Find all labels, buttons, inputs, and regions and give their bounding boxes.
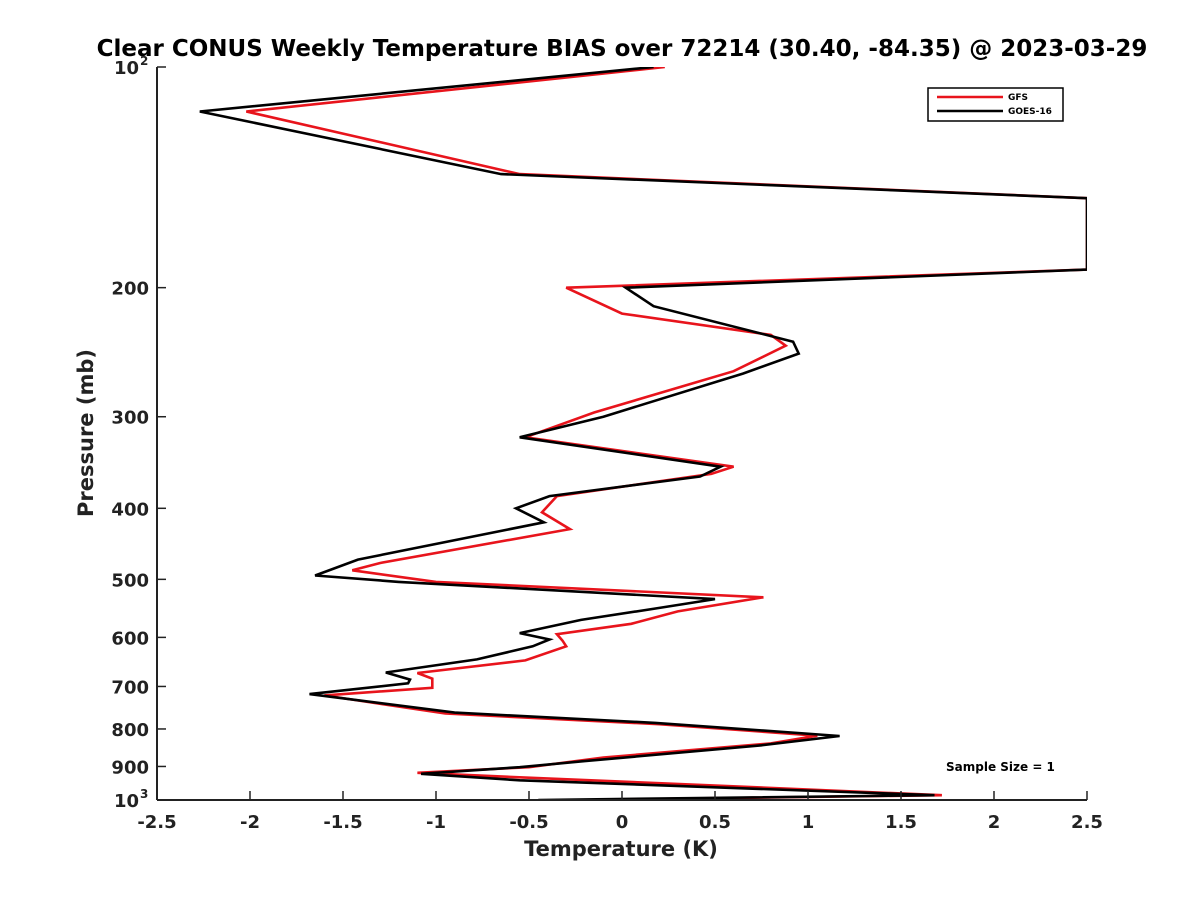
chart-title: Clear CONUS Weekly Temperature BIAS over… [97, 36, 1148, 62]
legend-label-goes16: GOES-16 [1008, 107, 1052, 117]
series-line-goes16 [199, 67, 1087, 800]
x-tick-label: -0.5 [509, 812, 548, 833]
plot-area [156, 67, 1087, 801]
x-tick-label: -2 [240, 812, 260, 833]
x-tick-label: 0.5 [699, 812, 731, 833]
series-layer [199, 67, 1087, 800]
y-tick-label-exponent: 2 [140, 54, 148, 68]
sample-size-annotation: Sample Size = 1 [946, 760, 1055, 774]
x-tick-label: -1.5 [323, 812, 362, 833]
x-axis-ticks: -2.5 -2 -1.5 -1 -0.5 0 0.5 1 1.5 2 2.5 [137, 791, 1103, 833]
x-tick-label: 2.5 [1071, 812, 1103, 833]
y-tick-label: 900 [111, 757, 149, 778]
y-tick-label: 800 [111, 720, 149, 741]
y-tick-label: 10 [114, 58, 139, 79]
y-tick-label: 700 [111, 677, 149, 698]
x-tick-label: 0 [616, 812, 629, 833]
y-axis-label: Pressure (mb) [74, 349, 98, 517]
y-tick-label: 600 [111, 628, 149, 649]
y-tick-label: 400 [111, 499, 149, 520]
y-tick-label: 10 [114, 791, 139, 812]
y-tick-label-exponent: 3 [140, 787, 148, 801]
x-tick-label: 2 [988, 812, 1001, 833]
x-tick-label: 1 [802, 812, 815, 833]
y-tick-label: 200 [111, 279, 149, 300]
legend-box [927, 87, 1064, 122]
legend: GFS GOES-16 [927, 87, 1064, 122]
y-tick-label: 300 [111, 408, 149, 429]
x-tick-label: -1 [426, 812, 446, 833]
x-axis-label: Temperature (K) [524, 837, 718, 861]
x-tick-label: -2.5 [137, 812, 176, 833]
series-line-gfs [246, 67, 1087, 800]
x-tick-label: 1.5 [885, 812, 917, 833]
y-tick-label: 500 [111, 570, 149, 591]
legend-label-gfs: GFS [1008, 93, 1028, 103]
